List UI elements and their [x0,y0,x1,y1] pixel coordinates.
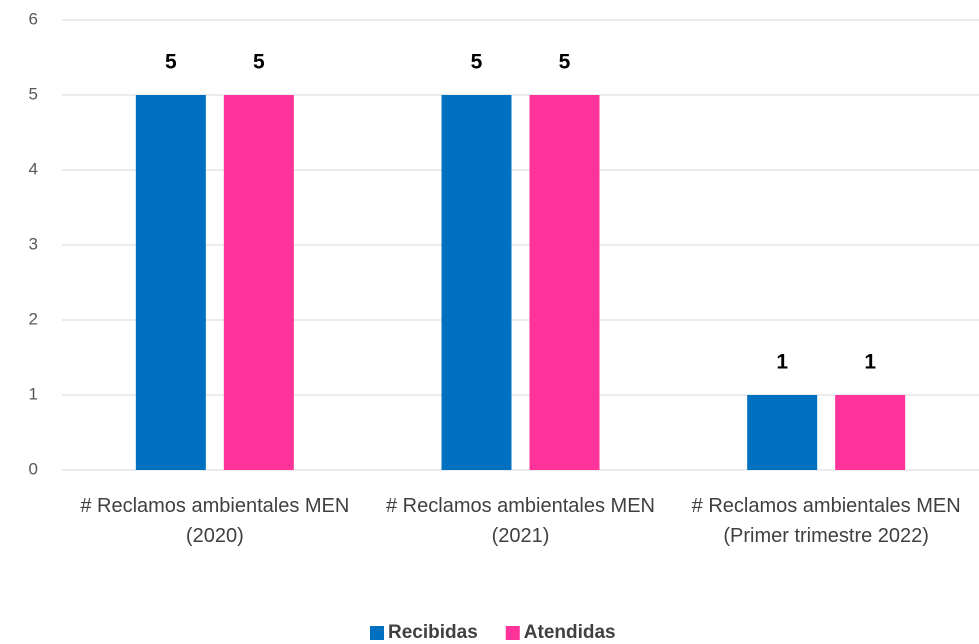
bar [529,95,600,470]
data-label: 1 [776,351,788,374]
bar [135,95,206,470]
y-tick-label: 1 [29,384,38,403]
bar [223,95,294,470]
y-tick-label: 6 [29,9,38,28]
bar [835,395,906,470]
legend-swatch [505,626,520,640]
y-tick-label: 0 [29,459,38,478]
legend-label: Atendidas [524,622,616,643]
x-tick-label: # Reclamos ambientales MEN (Primer trime… [691,495,961,547]
legend-swatch [370,626,384,640]
bar [747,395,818,470]
data-label: 1 [864,351,876,374]
data-label: 5 [253,51,265,74]
legend-label: Recibidas [388,622,478,643]
x-tick-label: # Reclamos ambientales MEN (2021) [386,495,655,547]
data-label: 5 [471,51,483,74]
x-tick-label: # Reclamos ambientales MEN (2020) [80,495,350,547]
y-tick-label: 5 [29,84,38,103]
bar [441,95,512,470]
data-label: 5 [559,51,571,74]
data-label: 5 [165,51,177,74]
y-tick-label: 2 [29,309,38,328]
y-tick-label: 3 [29,234,38,253]
y-tick-label: 4 [29,159,38,178]
